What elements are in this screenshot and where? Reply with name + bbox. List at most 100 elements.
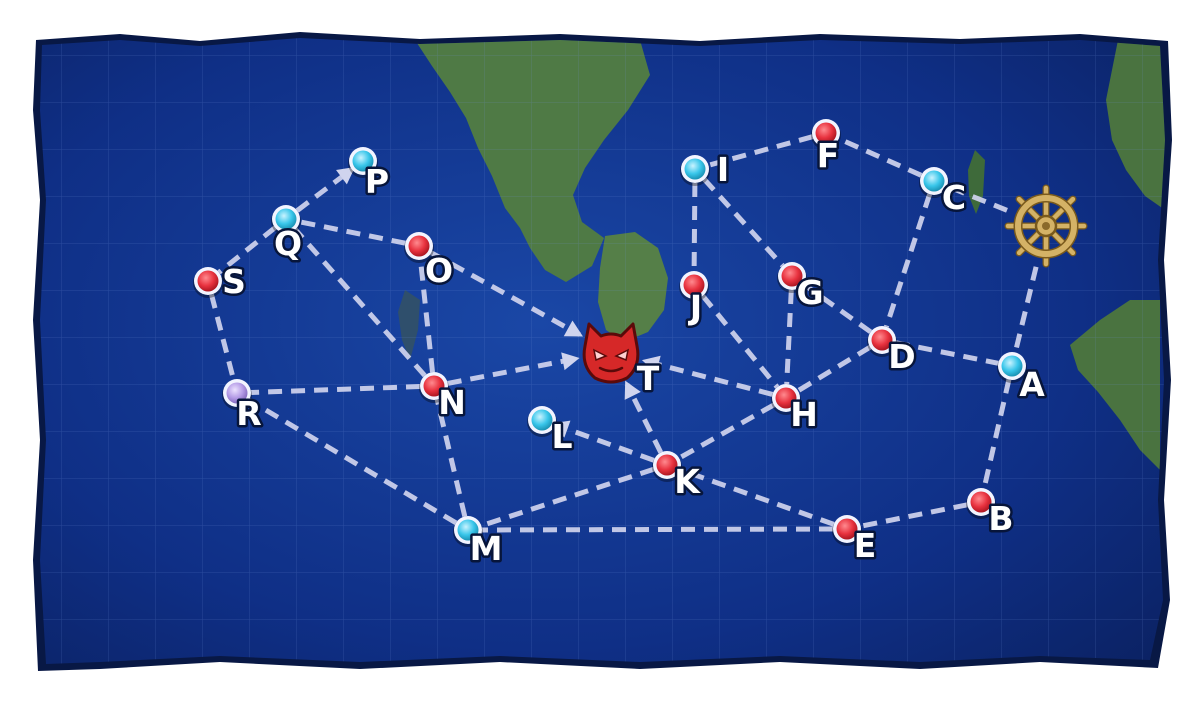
demon-face-icon[interactable]: [582, 322, 640, 384]
route-c-d: [884, 193, 932, 328]
route-m-n: [434, 399, 468, 517]
node-label-c: C: [942, 178, 966, 217]
node-marker-resource: [457, 519, 479, 541]
route-g-d: [801, 282, 873, 334]
node-l[interactable]: L: [527, 406, 575, 459]
start-layer: [1004, 184, 1088, 268]
route-n-o: [418, 259, 435, 373]
node-marker-enemy: [423, 375, 445, 397]
node-j[interactable]: J: [679, 271, 709, 330]
node-label-r: R: [236, 394, 261, 433]
route-i-j: [691, 182, 698, 272]
route-o-t: [430, 250, 581, 337]
node-label-k: K: [674, 462, 701, 501]
node-marker-enemy: [781, 265, 803, 287]
node-label-h: H: [790, 395, 818, 434]
node-marker-resource: [684, 158, 706, 180]
node-q[interactable]: Q: [271, 205, 305, 266]
node-label-g: G: [796, 273, 823, 312]
node-marker-enemy: [775, 387, 797, 409]
node-label-s: S: [222, 262, 246, 301]
node-marker-enemy: [970, 491, 992, 513]
node-label-p: P: [365, 162, 389, 201]
node-g[interactable]: G: [777, 262, 826, 315]
node-a[interactable]: A: [997, 352, 1048, 407]
route-q-s: [217, 225, 277, 275]
node-label-j: J: [688, 288, 702, 327]
route-c-f: [837, 136, 923, 178]
route-d-a: [895, 340, 999, 366]
node-label-o: O: [425, 251, 453, 290]
node-marker-enemy: [836, 518, 858, 540]
node-marker-enemy: [871, 329, 893, 351]
node-r[interactable]: R: [222, 379, 264, 436]
node-i[interactable]: I: [680, 148, 732, 192]
node-k[interactable]: K: [652, 451, 704, 504]
route-arrow-q-p: [336, 167, 356, 185]
node-marker-enemy: [408, 235, 430, 257]
route-start-c: [946, 183, 1008, 213]
node-n[interactable]: N: [419, 372, 468, 425]
node-d[interactable]: D: [867, 326, 918, 379]
node-label-l: L: [551, 417, 572, 456]
route-s-r: [209, 293, 236, 381]
node-label-f: F: [817, 136, 840, 175]
route-k-m: [480, 466, 655, 529]
route-e-k: [679, 467, 835, 527]
node-marker-resource: [1001, 355, 1023, 377]
node-o[interactable]: O: [404, 232, 456, 293]
node-marker-enemy: [683, 274, 705, 296]
node-c[interactable]: C: [919, 167, 969, 220]
route-h-k: [677, 402, 776, 461]
node-marker-special: [226, 382, 248, 404]
node-marker-resource: [531, 409, 553, 431]
route-arrow-k-l: [551, 420, 571, 438]
route-k-t: [624, 383, 664, 454]
route-g-h: [784, 289, 794, 385]
node-label-t: T: [637, 359, 660, 398]
route-i-g: [702, 177, 785, 268]
ship-wheel-icon[interactable]: [1004, 184, 1088, 268]
route-n-q: [293, 227, 427, 378]
route-k-l: [554, 422, 655, 463]
node-marker-resource: [352, 150, 374, 172]
route-arrow-h-t: [641, 355, 661, 374]
route-start-a: [1012, 266, 1039, 353]
node-marker-resource: [923, 170, 945, 192]
node-marker-enemy: [656, 454, 678, 476]
route-a-b: [981, 379, 1012, 489]
route-m-r: [247, 397, 458, 526]
node-label-b: B: [988, 499, 1013, 538]
node-label-n: N: [438, 383, 466, 422]
node-label-q: Q: [274, 224, 302, 263]
node-p[interactable]: P: [348, 147, 392, 204]
boss-layer: T: [582, 322, 662, 401]
node-s[interactable]: S: [193, 260, 248, 304]
route-j-h: [700, 294, 780, 389]
node-marker-enemy: [815, 122, 837, 144]
nodes-layer: A B C D E F G H I J K L M N O P Q R S: [193, 119, 1048, 571]
route-f-i: [707, 134, 814, 168]
node-m[interactable]: M: [453, 516, 505, 571]
node-label-a: A: [1019, 365, 1045, 404]
route-n-r: [250, 384, 421, 395]
node-b[interactable]: B: [966, 488, 1016, 541]
route-d-h: [796, 345, 872, 393]
route-e-m: [481, 526, 834, 533]
route-arrow-o-t: [563, 320, 583, 337]
routes-layer: [209, 134, 1039, 533]
node-marker-resource: [275, 208, 297, 230]
node-label-e: E: [854, 526, 877, 565]
node-e[interactable]: E: [832, 515, 879, 568]
node-label-m: M: [470, 529, 503, 568]
node-f[interactable]: F: [811, 119, 842, 178]
route-b-e: [860, 502, 968, 529]
node-h[interactable]: H: [771, 384, 820, 437]
route-arrow-n-t: [561, 352, 580, 371]
route-o-q: [299, 219, 406, 246]
route-arrow-k-t: [624, 380, 641, 400]
node-label-d: D: [888, 337, 915, 376]
node-label-i: I: [717, 150, 729, 189]
